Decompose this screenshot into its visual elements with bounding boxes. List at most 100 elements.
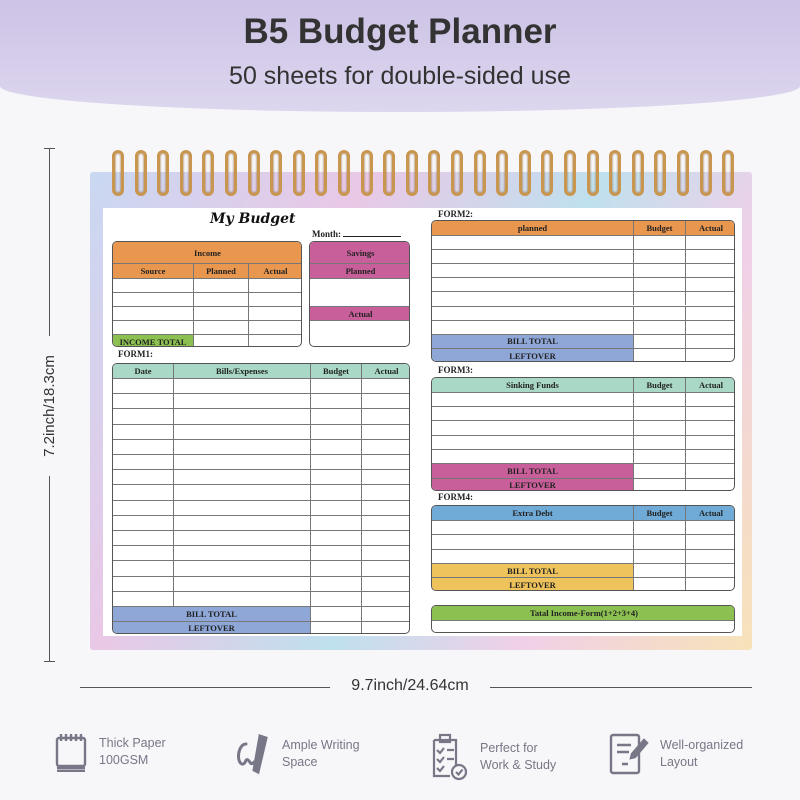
table-cell[interactable] <box>685 292 734 306</box>
table-cell[interactable] <box>685 393 734 407</box>
table-cell[interactable] <box>432 450 633 463</box>
table-cell[interactable] <box>633 236 685 250</box>
table-cell[interactable] <box>361 621 409 633</box>
table-cell[interactable] <box>685 421 734 435</box>
table-cell[interactable] <box>173 591 310 606</box>
table-cell[interactable] <box>685 320 734 334</box>
table-cell[interactable] <box>361 439 409 454</box>
table-cell[interactable] <box>361 591 409 606</box>
table-cell[interactable] <box>685 407 734 421</box>
table-cell[interactable] <box>361 561 409 576</box>
table-cell[interactable] <box>633 278 685 292</box>
table-cell[interactable] <box>361 424 409 439</box>
table-cell[interactable] <box>113 501 173 515</box>
table-cell[interactable] <box>193 335 248 346</box>
table-cell[interactable] <box>685 236 734 250</box>
table-cell[interactable] <box>432 264 633 277</box>
table-cell[interactable] <box>685 449 734 463</box>
table-cell[interactable] <box>361 455 409 470</box>
table-cell[interactable] <box>173 379 310 394</box>
table-cell[interactable] <box>633 292 685 306</box>
table-cell[interactable] <box>113 516 173 530</box>
table-cell[interactable] <box>113 307 193 320</box>
table-cell[interactable] <box>361 607 409 621</box>
table-cell[interactable] <box>310 546 361 561</box>
table-cell[interactable] <box>113 561 173 575</box>
table-cell[interactable] <box>361 515 409 530</box>
table-cell[interactable] <box>173 500 310 515</box>
table-cell[interactable] <box>310 409 361 424</box>
table-cell[interactable] <box>310 424 361 439</box>
table-cell[interactable] <box>310 621 361 633</box>
table-cell[interactable] <box>310 321 409 346</box>
table-cell[interactable] <box>685 435 734 449</box>
table-cell[interactable] <box>173 531 310 546</box>
table-cell[interactable] <box>310 485 361 500</box>
table-cell[interactable] <box>173 470 310 485</box>
table-cell[interactable] <box>633 393 685 407</box>
table-cell[interactable] <box>310 455 361 470</box>
table-cell[interactable] <box>310 500 361 515</box>
table-cell[interactable] <box>633 320 685 334</box>
table-cell[interactable] <box>361 500 409 515</box>
table-cell[interactable] <box>310 561 361 576</box>
table-cell[interactable] <box>310 515 361 530</box>
table-cell[interactable] <box>310 379 361 394</box>
table-cell[interactable] <box>113 379 173 393</box>
table-cell[interactable] <box>113 577 173 591</box>
table-cell[interactable] <box>685 278 734 292</box>
table-cell[interactable] <box>685 478 734 490</box>
table-cell[interactable] <box>310 607 361 621</box>
table-cell[interactable] <box>310 470 361 485</box>
table-cell[interactable] <box>173 515 310 530</box>
table-cell[interactable] <box>193 321 248 334</box>
table-cell[interactable] <box>361 379 409 394</box>
table-cell[interactable] <box>173 409 310 424</box>
table-cell[interactable] <box>173 576 310 591</box>
table-cell[interactable] <box>432 393 633 406</box>
table-cell[interactable] <box>173 439 310 454</box>
table-cell[interactable] <box>432 321 633 334</box>
table-cell[interactable] <box>432 421 633 434</box>
table-cell[interactable] <box>633 435 685 449</box>
table-cell[interactable] <box>633 407 685 421</box>
table-cell[interactable] <box>173 546 310 561</box>
table-cell[interactable] <box>113 546 173 560</box>
table-cell[interactable] <box>361 576 409 591</box>
table-cell[interactable] <box>685 306 734 320</box>
table-cell[interactable] <box>633 563 685 578</box>
table-cell[interactable] <box>685 549 734 563</box>
table-cell[interactable] <box>685 464 734 478</box>
table-cell[interactable] <box>113 279 193 292</box>
table-cell[interactable] <box>173 485 310 500</box>
table-cell[interactable] <box>432 236 633 249</box>
table-cell[interactable] <box>113 470 173 484</box>
table-cell[interactable] <box>685 264 734 278</box>
table-cell[interactable] <box>685 521 734 535</box>
table-cell[interactable] <box>248 293 301 306</box>
table-cell[interactable] <box>193 279 248 292</box>
table-cell[interactable] <box>432 407 633 420</box>
table-cell[interactable] <box>685 578 734 590</box>
table-cell[interactable] <box>193 307 248 320</box>
table-cell[interactable] <box>310 591 361 606</box>
table-cell[interactable] <box>113 485 173 499</box>
table-cell[interactable] <box>173 561 310 576</box>
table-cell[interactable] <box>432 521 633 534</box>
table-cell[interactable] <box>432 436 633 449</box>
table-cell[interactable] <box>685 334 734 349</box>
table-cell[interactable] <box>633 521 685 535</box>
table-cell[interactable] <box>685 535 734 549</box>
table-cell[interactable] <box>173 424 310 439</box>
table-cell[interactable] <box>361 531 409 546</box>
table-cell[interactable] <box>193 293 248 306</box>
table-cell[interactable] <box>685 563 734 578</box>
table-cell[interactable] <box>361 409 409 424</box>
table-cell[interactable] <box>432 621 734 632</box>
table-cell[interactable] <box>432 292 633 305</box>
table-cell[interactable] <box>113 409 173 423</box>
table-cell[interactable] <box>248 279 301 292</box>
table-cell[interactable] <box>361 470 409 485</box>
table-cell[interactable] <box>310 439 361 454</box>
table-cell[interactable] <box>633 306 685 320</box>
